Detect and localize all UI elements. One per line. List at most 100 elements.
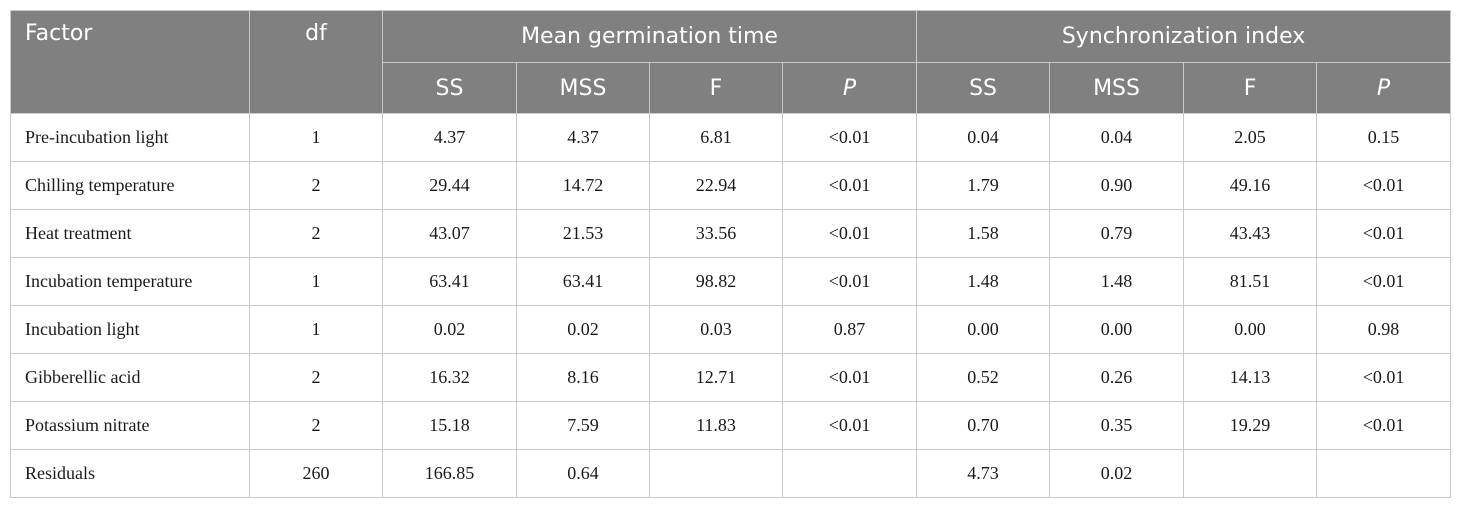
table-row: Potassium nitrate 2 15.18 7.59 11.83 <0.01 0.7… <box>10 401 1452 450</box>
cell-si-mss: 0.90 <box>1049 161 1185 210</box>
anova-table-container: Factor df Mean germination time Synchron… <box>10 10 1452 498</box>
cell-si-mss: 0.04 <box>1049 113 1185 162</box>
header-si-p: P <box>1316 62 1452 114</box>
cell-si-ss: 0.52 <box>916 353 1051 402</box>
cell-si-f: 49.16 <box>1183 161 1318 210</box>
cell-si-p: <0.01 <box>1316 353 1452 402</box>
cell-si-p: 0.15 <box>1316 113 1452 162</box>
cell-si-mss: 0.35 <box>1049 401 1185 450</box>
header-si-ss: SS <box>916 62 1051 114</box>
header-mgt-ss: SS <box>382 62 517 114</box>
table-row: Gibberellic acid 2 16.32 8.16 12.71 <0.01 0.52… <box>10 353 1452 402</box>
cell-si-mss: 0.02 <box>1049 449 1185 498</box>
cell-mgt-f: 0.03 <box>649 305 783 354</box>
cell-df: 2 <box>249 401 383 450</box>
cell-mgt-ss: 29.44 <box>382 161 517 210</box>
cell-mgt-ss: 166.85 <box>382 449 517 498</box>
cell-si-ss: 1.48 <box>916 257 1051 306</box>
cell-df: 2 <box>249 161 383 210</box>
header-mgt-p: P <box>781 62 918 114</box>
cell-df: 1 <box>249 305 383 354</box>
table-row: Incubation light 1 0.02 0.02 0.03 0.87 0.00 0.0… <box>10 305 1452 354</box>
cell-mgt-mss: 14.72 <box>516 161 650 210</box>
header-factor: Factor <box>10 10 250 114</box>
table-row: Pre-incubation light 1 4.37 4.37 6.81 <0.01 0.… <box>10 113 1452 162</box>
cell-si-ss: 0.04 <box>916 113 1051 162</box>
table-header: Factor df Mean germination time Synchron… <box>10 10 1452 114</box>
cell-mgt-ss: 63.41 <box>382 257 517 306</box>
cell-si-f: 81.51 <box>1183 257 1318 306</box>
cell-mgt-mss: 0.02 <box>516 305 650 354</box>
cell-mgt-mss: 8.16 <box>516 353 650 402</box>
cell-mgt-ss: 0.02 <box>382 305 517 354</box>
cell-mgt-p: <0.01 <box>781 113 918 162</box>
cell-si-mss: 1.48 <box>1049 257 1185 306</box>
header-group-mean-germination-time: Mean germination time <box>381 10 918 63</box>
cell-mgt-p <box>781 449 918 498</box>
cell-mgt-p: <0.01 <box>781 257 918 306</box>
cell-si-ss: 4.73 <box>916 449 1051 498</box>
cell-mgt-f: 11.83 <box>649 401 783 450</box>
cell-si-mss: 0.26 <box>1049 353 1185 402</box>
cell-si-p: <0.01 <box>1316 401 1452 450</box>
cell-factor: Residuals <box>10 449 250 498</box>
header-row-stats: SS MSS F P SS MSS F P <box>11 62 1452 114</box>
cell-factor: Potassium nitrate <box>10 401 250 450</box>
cell-si-ss: 0.00 <box>916 305 1051 354</box>
cell-factor: Incubation light <box>10 305 250 354</box>
cell-mgt-f: 6.81 <box>649 113 783 162</box>
cell-mgt-p: <0.01 <box>781 353 918 402</box>
table-body: Pre-incubation light 1 4.37 4.37 6.81 <0.01 0.… <box>10 113 1452 498</box>
cell-mgt-mss: 4.37 <box>516 113 650 162</box>
cell-factor: Pre-incubation light <box>10 113 250 162</box>
cell-si-f: 2.05 <box>1183 113 1318 162</box>
cell-si-p: <0.01 <box>1316 257 1452 306</box>
cell-mgt-f: 98.82 <box>649 257 783 306</box>
cell-mgt-mss: 0.64 <box>516 449 650 498</box>
cell-df: 1 <box>249 113 383 162</box>
cell-si-ss: 0.70 <box>916 401 1051 450</box>
cell-mgt-ss: 4.37 <box>382 113 517 162</box>
cell-mgt-f: 22.94 <box>649 161 783 210</box>
cell-si-p <box>1316 449 1452 498</box>
cell-mgt-ss: 43.07 <box>382 209 517 258</box>
header-si-f: F <box>1183 62 1318 114</box>
cell-mgt-p: <0.01 <box>781 161 918 210</box>
cell-si-mss: 0.00 <box>1049 305 1185 354</box>
cell-mgt-ss: 15.18 <box>382 401 517 450</box>
cell-mgt-f: 12.71 <box>649 353 783 402</box>
cell-factor: Chilling temperature <box>10 161 250 210</box>
table-row: Heat treatment 2 43.07 21.53 33.56 <0.01 1.58 0… <box>10 209 1452 258</box>
cell-si-ss: 1.58 <box>916 209 1051 258</box>
cell-df: 2 <box>249 353 383 402</box>
cell-si-ss: 1.79 <box>916 161 1051 210</box>
cell-mgt-mss: 21.53 <box>516 209 650 258</box>
cell-mgt-mss: 7.59 <box>516 401 650 450</box>
cell-mgt-f: 33.56 <box>649 209 783 258</box>
anova-table: Factor df Mean germination time Synchron… <box>10 10 1452 498</box>
cell-si-mss: 0.79 <box>1049 209 1185 258</box>
header-mgt-mss: MSS <box>516 62 650 114</box>
header-group-synchronization-index: Synchronization index <box>916 10 1452 63</box>
cell-si-p: <0.01 <box>1316 209 1452 258</box>
cell-mgt-p: 0.87 <box>781 305 918 354</box>
cell-factor: Incubation temperature <box>10 257 250 306</box>
cell-mgt-mss: 63.41 <box>516 257 650 306</box>
header-si-mss: MSS <box>1049 62 1185 114</box>
cell-df: 1 <box>249 257 383 306</box>
cell-si-f: 19.29 <box>1183 401 1318 450</box>
cell-df: 2 <box>249 209 383 258</box>
cell-df: 260 <box>249 449 383 498</box>
cell-si-f: 0.00 <box>1183 305 1318 354</box>
table-row: Chilling temperature 2 29.44 14.72 22.94 <0.0… <box>10 161 1452 210</box>
cell-mgt-p: <0.01 <box>781 209 918 258</box>
header-df: df <box>249 10 383 114</box>
table-row: Incubation temperature 1 63.41 63.41 98.82 <0… <box>10 257 1452 306</box>
cell-si-f <box>1183 449 1318 498</box>
cell-mgt-p: <0.01 <box>781 401 918 450</box>
header-row-groups: Factor df Mean germination time Synchron… <box>10 10 1452 114</box>
table-row: Residuals 260 166.85 0.64 4.73 0.02 <box>10 449 1452 498</box>
cell-mgt-ss: 16.32 <box>382 353 517 402</box>
cell-si-f: 14.13 <box>1183 353 1318 402</box>
cell-si-p: 0.98 <box>1316 305 1452 354</box>
